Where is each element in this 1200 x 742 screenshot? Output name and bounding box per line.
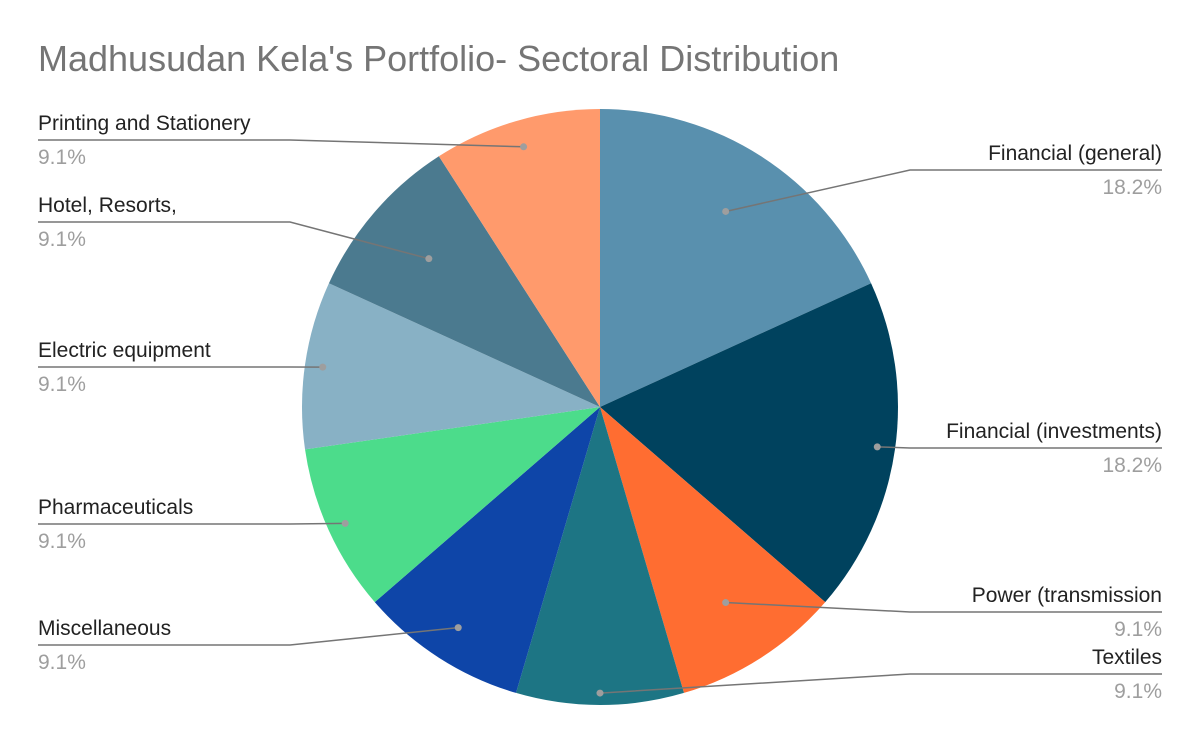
leader-dot bbox=[520, 143, 528, 151]
slice-label: Electric equipment bbox=[38, 339, 211, 362]
slice-percent: 9.1% bbox=[38, 146, 86, 169]
leader-dot bbox=[596, 689, 604, 697]
leader-line bbox=[38, 139, 524, 148]
leader-dot bbox=[873, 443, 881, 451]
slice-percent: 18.2% bbox=[1102, 176, 1162, 199]
slice-percent: 9.1% bbox=[38, 228, 86, 251]
pie-slice bbox=[600, 407, 826, 693]
slice-label: Textiles bbox=[1092, 646, 1162, 669]
slice-label: Financial (general) bbox=[988, 142, 1162, 165]
pie-slice bbox=[302, 283, 600, 450]
leader-dot bbox=[341, 519, 349, 527]
pie-slice bbox=[374, 407, 600, 693]
leader-dot bbox=[454, 624, 462, 632]
leader-line bbox=[38, 522, 346, 525]
pie-slice bbox=[600, 283, 898, 603]
slice-percent: 9.1% bbox=[38, 530, 86, 553]
pie-slice bbox=[305, 407, 600, 603]
slice-percent: 9.1% bbox=[1114, 618, 1162, 641]
leader-line bbox=[725, 601, 1162, 613]
leader-dot bbox=[319, 363, 327, 371]
pie-slice bbox=[600, 109, 872, 407]
leader-dot bbox=[722, 207, 730, 215]
leader-dot bbox=[425, 255, 433, 263]
slice-percent: 9.1% bbox=[1114, 680, 1162, 703]
slice-label: Printing and Stationery bbox=[38, 112, 251, 135]
slice-label: Pharmaceuticals bbox=[38, 496, 193, 519]
slice-label: Financial (investments) bbox=[946, 420, 1162, 443]
slice-label: Power (transmission bbox=[972, 584, 1162, 607]
slice-percent: 18.2% bbox=[1102, 454, 1162, 477]
leader-line bbox=[877, 446, 1162, 449]
leader-line bbox=[599, 673, 1162, 694]
pie-slice bbox=[438, 109, 600, 407]
slice-label: Miscellaneous bbox=[38, 617, 171, 640]
slice-percent: 9.1% bbox=[38, 373, 86, 396]
chart-title: Madhusudan Kela's Portfolio- Sectoral Di… bbox=[38, 38, 840, 79]
pie-slice bbox=[328, 156, 600, 407]
pie-slice bbox=[516, 407, 684, 706]
slice-label: Hotel, Resorts, bbox=[38, 194, 177, 217]
leader-line bbox=[38, 626, 459, 646]
leader-dot bbox=[722, 599, 730, 607]
leader-line bbox=[725, 169, 1162, 213]
slice-percent: 9.1% bbox=[38, 651, 86, 674]
leader-line bbox=[38, 221, 430, 260]
